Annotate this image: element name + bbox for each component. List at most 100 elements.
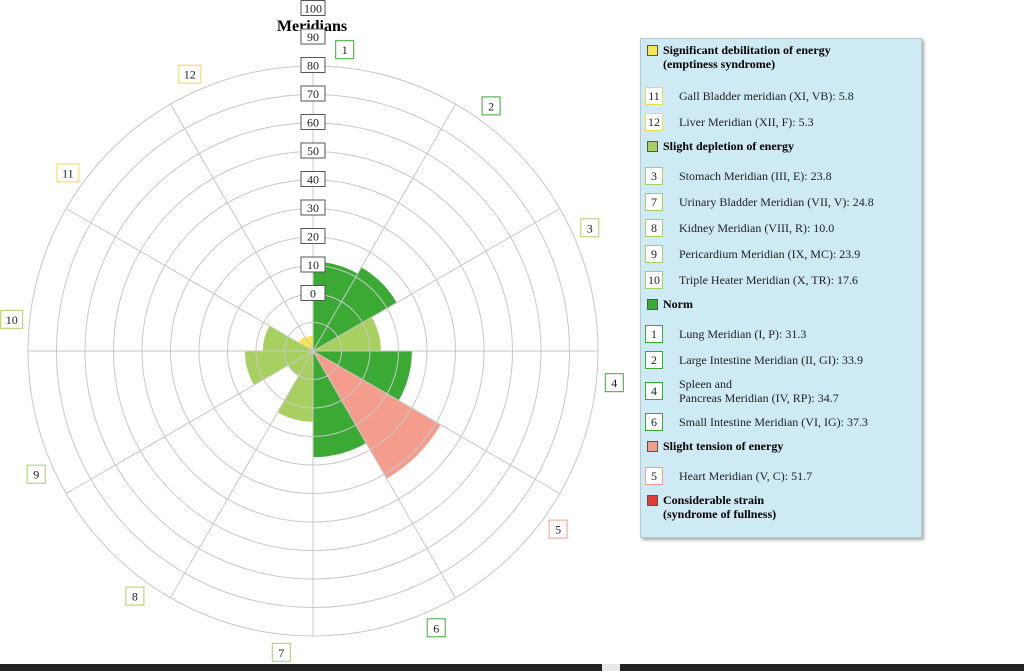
sector-label-7: 7 <box>278 646 284 660</box>
sector-label-box-2 <box>481 96 501 116</box>
r-tick-box <box>300 85 326 102</box>
grid-spoke <box>312 103 456 352</box>
sector-label-2: 2 <box>488 99 494 113</box>
sector-label-box-9 <box>26 464 46 484</box>
sector-label-3: 3 <box>587 221 593 235</box>
sector-4 <box>313 351 412 401</box>
grid-spoke <box>312 350 561 494</box>
r-tick-label: 90 <box>307 30 319 44</box>
sector-label-8: 8 <box>132 590 138 604</box>
legend-item-label: Stomach Meridian (III, E): 23.8 <box>679 169 832 183</box>
legend-item-label: Urinary Bladder Meridian (VII, V): 24.8 <box>679 195 874 209</box>
sector-label-6: 6 <box>433 621 439 635</box>
sector-label-12: 12 <box>184 68 196 82</box>
legend-item-4: 4 Spleen and Pancreas Meridian (IV, RP): … <box>645 377 839 405</box>
legend: Significant debilitation of energy (empt… <box>640 38 922 538</box>
r-tick-label: 50 <box>307 144 319 158</box>
legend-item-label: Liver Meridian (XII, F): 5.3 <box>679 115 814 129</box>
legend-item-12: 12 Liver Meridian (XII, F): 5.3 <box>645 113 814 131</box>
sector-label-box-7 <box>271 642 291 662</box>
scrollbar-gap <box>602 664 620 671</box>
sector-label-box-10 <box>0 309 24 329</box>
legend-item-label: Triple Heater Meridian (X, TR): 17.6 <box>679 273 858 287</box>
sector-label-1: 1 <box>342 43 348 57</box>
r-tick-label: 30 <box>307 201 319 215</box>
legend-group-label: Slight depletion of energy <box>663 139 794 153</box>
legend-item-8: 8 Kidney Meridian (VIII, R): 10.0 <box>645 219 834 237</box>
legend-item-3: 3 Stomach Meridian (III, E): 23.8 <box>645 167 832 185</box>
legend-item-label: Heart Meridian (V, C): 51.7 <box>679 469 813 483</box>
legend-item-label: Lung Meridian (I, P): 31.3 <box>679 327 807 341</box>
legend-item-box: 10 <box>645 271 663 289</box>
legend-item-box: 3 <box>645 167 663 185</box>
legend-group-label: Norm <box>663 297 693 311</box>
grid-group <box>27 65 599 637</box>
legend-item-11: 11 Gall Bladder meridian (XI, VB): 5.8 <box>645 87 854 105</box>
grid-spoke <box>312 350 456 599</box>
sector-label-box-4 <box>604 373 624 393</box>
sector-2 <box>313 267 397 351</box>
r-tick-box <box>300 142 326 159</box>
legend-item-9: 9 Pericardium Meridian (IX, MC): 23.9 <box>645 245 860 263</box>
sector-label-4: 4 <box>611 376 617 390</box>
legend-item-label: Gall Bladder meridian (XI, VB): 5.8 <box>679 89 854 103</box>
bottom-scrollbar[interactable] <box>0 664 1024 671</box>
legend-group-norm: Norm <box>645 297 693 311</box>
legend-item-label: Small Intestine Meridian (VI, IG): 37.3 <box>679 415 868 429</box>
grid-spoke <box>170 103 314 352</box>
sector-label-9: 9 <box>33 468 39 482</box>
r-tick-label: 10 <box>307 258 319 272</box>
sector-11 <box>298 336 313 351</box>
r-tick-box <box>300 114 326 130</box>
sector-10 <box>262 325 313 351</box>
r-tick-label: 60 <box>307 116 319 130</box>
legend-item-box: 4 <box>645 382 663 400</box>
sector-label-5: 5 <box>555 523 561 537</box>
sector-label-box-1 <box>335 40 355 60</box>
sector-label-11: 11 <box>62 166 74 180</box>
legend-item-box: 9 <box>645 245 663 263</box>
grid-spoke <box>312 208 561 352</box>
legend-item-box: 8 <box>645 219 663 237</box>
r-tick-box <box>300 228 326 244</box>
legend-item-label: Large Intestine Meridian (II, GI): 33.9 <box>679 353 864 367</box>
legend-item-box: 1 <box>645 325 663 343</box>
r-tick-box <box>300 199 326 216</box>
sector-label-box-8 <box>125 586 145 606</box>
chart-title: Meridians <box>277 18 347 35</box>
legend-item-1: 1 Lung Meridian (I, P): 31.3 <box>645 325 806 343</box>
radial-ticks: 0 10 20 30 40 50 60 70 80 90 100 <box>300 0 326 301</box>
legend-group-label: Considerable strain (syndrome of fullnes… <box>663 493 777 521</box>
sector-label-box-12 <box>178 64 202 84</box>
r-tick-label: 80 <box>307 59 319 73</box>
legend-item-box: 6 <box>645 413 663 431</box>
legend-group-label: Significant debilitation of energy (empt… <box>663 43 831 71</box>
legend-item-box: 11 <box>645 87 663 105</box>
legend-group-tension: Slight tension of energy <box>645 439 783 453</box>
legend-swatch-tension <box>647 441 658 452</box>
legend-item-10: 10 Triple Heater Meridian (X, TR): 17.6 <box>645 271 858 289</box>
r-tick-label: 0 <box>310 287 316 301</box>
legend-item-box: 5 <box>645 467 663 485</box>
sector-8 <box>288 351 313 376</box>
sector-6 <box>313 351 367 458</box>
legend-item-box: 7 <box>645 193 663 211</box>
legend-item-box: 2 <box>645 351 663 369</box>
legend-group-slight: Slight depletion of energy <box>645 139 794 153</box>
legend-item-box: 12 <box>645 113 663 131</box>
r-tick-box <box>300 28 326 45</box>
legend-group-strain: Considerable strain (syndrome of fullnes… <box>645 493 776 521</box>
r-tick-label: 70 <box>307 87 319 101</box>
legend-item-5: 5 Heart Meridian (V, C): 51.7 <box>645 467 812 485</box>
legend-item-7: 7 Urinary Bladder Meridian (VII, V): 24.8 <box>645 193 874 211</box>
legend-item-label: Pericardium Meridian (IX, MC): 23.9 <box>679 247 861 261</box>
r-tick-box <box>300 256 326 273</box>
r-tick-box <box>300 171 326 187</box>
legend-group-label: Slight tension of energy <box>663 439 784 453</box>
sector-label-10: 10 <box>6 313 18 327</box>
legend-swatch-debilitation <box>647 45 658 56</box>
sector-label-box-3 <box>580 218 600 238</box>
r-tick-box <box>300 57 326 73</box>
sector-label-box-6 <box>426 618 446 638</box>
